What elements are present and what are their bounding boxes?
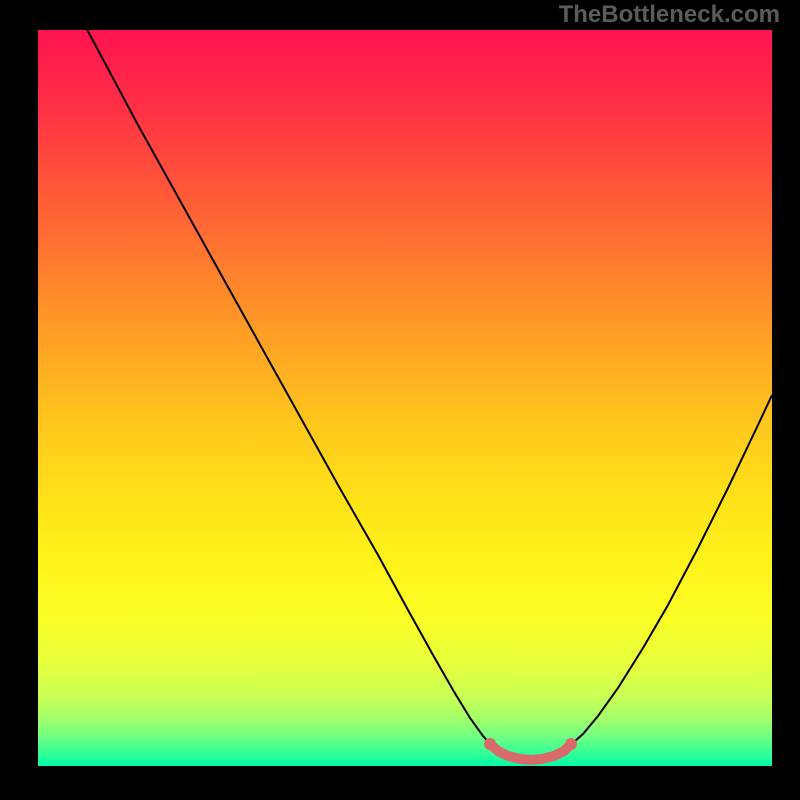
- bottleneck-curve-left: [82, 30, 493, 747]
- bottleneck-curve-right: [568, 395, 772, 747]
- plot-area: [38, 30, 772, 766]
- valley-marker-cap-left: [484, 738, 496, 750]
- chart-container: TheBottleneck.com: [0, 0, 800, 800]
- valley-marker-cap-right: [565, 738, 577, 750]
- valley-marker-path: [490, 744, 571, 760]
- curve-layer: [38, 30, 772, 766]
- watermark-text: TheBottleneck.com: [559, 1, 780, 29]
